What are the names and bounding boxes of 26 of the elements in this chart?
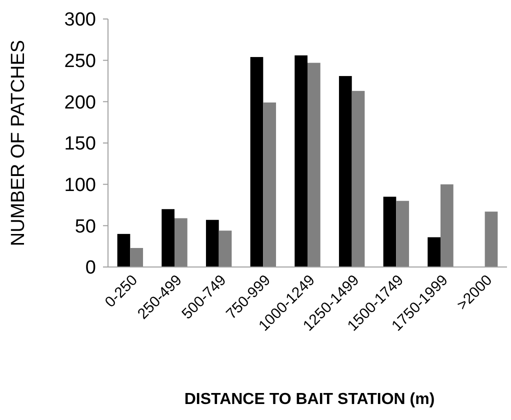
- bar: [174, 218, 188, 267]
- bar: [308, 62, 320, 267]
- y-tick-label: 100: [64, 174, 96, 196]
- bar: [338, 76, 352, 267]
- y-tick-label: 250: [64, 50, 96, 72]
- bar: [130, 248, 144, 267]
- y-tick-label: 200: [64, 92, 96, 114]
- bar: [294, 55, 308, 267]
- bar: [440, 184, 454, 267]
- bar: [117, 234, 130, 267]
- bar: [484, 212, 498, 267]
- bar: [428, 237, 440, 267]
- bar: [218, 230, 232, 267]
- bar: [263, 102, 276, 267]
- y-tick-label: 150: [64, 134, 96, 155]
- y-tick-label: 50: [74, 216, 96, 238]
- y-axis-title: NUMBER OF PATCHES: [8, 40, 29, 246]
- bar: [396, 200, 410, 267]
- bar: [250, 57, 264, 267]
- y-tick-label: 300: [64, 10, 96, 31]
- bar: [162, 209, 174, 267]
- bar: [206, 220, 219, 267]
- bar: [383, 196, 396, 267]
- bar: [352, 90, 365, 267]
- y-tick-label: 0: [85, 258, 96, 279]
- x-axis-title: DISTANCE TO BAIT STATION (m): [184, 391, 435, 408]
